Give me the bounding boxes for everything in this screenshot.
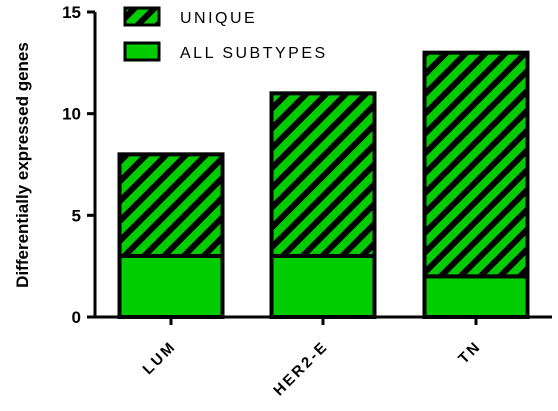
y-tick-label-10: 10 xyxy=(62,105,81,124)
bars-layer xyxy=(117,50,530,320)
x-tick-label-tn: TN xyxy=(455,338,485,368)
bar-her2-e-unique xyxy=(269,91,377,259)
bar-tn-all-subtypes xyxy=(422,274,530,320)
x-tick-label-her2-e: HER2-E xyxy=(270,338,332,400)
legend-label-unique: UNIQUE xyxy=(180,10,257,27)
legend-swatch-unique xyxy=(123,6,161,27)
legend-label-all-subtypes: ALL SUBTYPES xyxy=(180,45,328,62)
y-axis-title: Differentially expressed genes xyxy=(13,42,32,288)
bar-lum-unique xyxy=(117,152,225,258)
bar-tn-unique xyxy=(422,50,530,279)
y-tick-label-5: 5 xyxy=(72,206,81,225)
legend-swatch-all-subtypes xyxy=(123,41,161,62)
bar-lum-all-subtypes xyxy=(117,254,225,319)
x-tick-label-lum: LUM xyxy=(140,338,180,378)
legend: UNIQUE ALL SUBTYPES xyxy=(123,6,328,62)
y-tick-label-15: 15 xyxy=(62,3,81,22)
y-tick-label-0: 0 xyxy=(72,308,81,327)
bar-her2-e-all-subtypes xyxy=(269,254,377,319)
